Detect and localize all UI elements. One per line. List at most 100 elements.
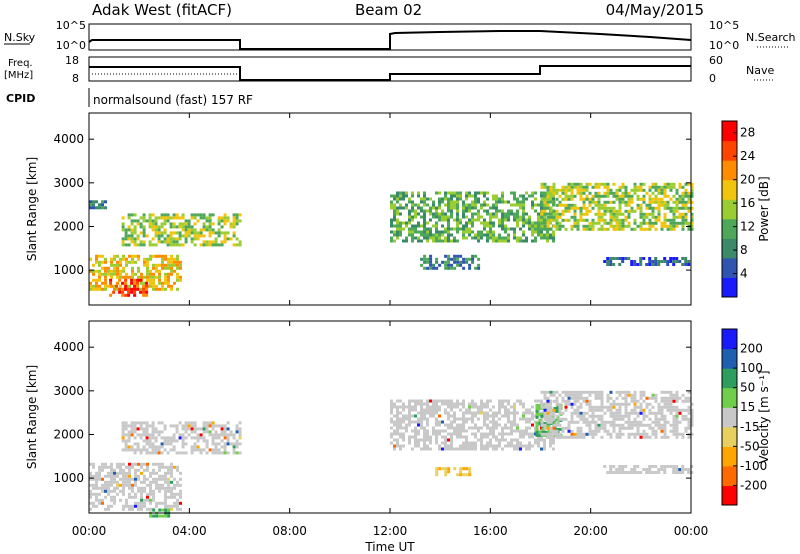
velocity-echo-cell bbox=[507, 444, 510, 448]
velocity-echo-cell bbox=[438, 444, 441, 448]
power-echo-cell bbox=[552, 230, 555, 234]
power-echo-cell bbox=[112, 290, 116, 294]
velocity-echo-cell bbox=[588, 423, 592, 427]
velocity-echo-cell bbox=[417, 444, 420, 448]
power-echo-cell bbox=[651, 224, 655, 228]
velocity-echo-cell bbox=[666, 435, 670, 439]
power-echo-cell bbox=[618, 209, 622, 213]
velocity-echo-cell bbox=[238, 430, 242, 434]
power-echo-cell bbox=[196, 213, 200, 217]
power-echo-cell bbox=[423, 266, 427, 270]
velocity-echo-cell bbox=[101, 489, 104, 493]
power-echo-cell bbox=[678, 182, 682, 186]
power-echo-cell bbox=[552, 215, 556, 219]
velocity-echo-cell bbox=[435, 473, 439, 477]
velocity-echo-cell bbox=[92, 474, 95, 478]
velocity-echo-cell bbox=[501, 435, 504, 439]
velocity-echo-cell bbox=[519, 447, 522, 451]
velocity-echo-cell bbox=[543, 390, 547, 394]
velocity-echo-cell bbox=[175, 439, 179, 443]
velocity-echo-cell bbox=[618, 408, 622, 412]
power-echo-cell bbox=[450, 194, 453, 198]
velocity-echo-cell bbox=[152, 471, 155, 475]
power-echo-cell bbox=[462, 260, 466, 264]
power-echo-cell bbox=[125, 275, 128, 279]
power-echo-cell bbox=[621, 182, 625, 186]
x-axis-label: Time UT bbox=[364, 540, 415, 554]
velocity-echo-cell bbox=[92, 462, 95, 466]
velocity-echo-cell bbox=[420, 417, 423, 421]
velocity-echo-cell bbox=[585, 423, 589, 427]
power-echo-cell bbox=[657, 206, 661, 210]
power-echo-cell bbox=[675, 197, 679, 201]
velocity-echo-cell bbox=[176, 507, 179, 511]
velocity-echo-cell bbox=[166, 439, 170, 443]
power-echo-cell bbox=[477, 209, 480, 213]
power-echo-cell bbox=[672, 227, 676, 231]
velocity-echo-cell bbox=[603, 426, 607, 430]
velocity-echo-cell bbox=[223, 451, 227, 455]
velocity-echo-cell bbox=[678, 420, 682, 424]
power-echo-cell bbox=[501, 191, 504, 195]
power-echo-cell bbox=[149, 254, 152, 258]
power-echo-cell bbox=[579, 206, 583, 210]
power-echo-cell bbox=[161, 257, 164, 261]
velocity-echo-cell bbox=[501, 432, 504, 436]
power-echo-cell bbox=[567, 185, 571, 189]
power-echo-cell bbox=[217, 243, 221, 247]
velocity-echo-cell bbox=[172, 433, 176, 437]
power-echo-cell bbox=[178, 243, 182, 247]
power-echo-cell bbox=[594, 203, 598, 207]
power-echo-cell bbox=[486, 212, 489, 216]
velocity-echo-cell bbox=[423, 447, 426, 451]
power-echo-cell bbox=[423, 218, 426, 222]
power-echo-cell bbox=[666, 203, 670, 207]
velocity-echo-cell bbox=[609, 468, 613, 471]
power-echo-cell bbox=[471, 200, 474, 204]
power-echo-cell bbox=[184, 231, 188, 235]
power-echo-cell bbox=[675, 260, 679, 263]
velocity-echo-cell bbox=[462, 411, 465, 415]
power-echo-cell bbox=[462, 200, 465, 204]
velocity-echo-cell bbox=[95, 480, 98, 484]
power-echo-cell bbox=[582, 224, 586, 228]
velocity-echo-cell bbox=[498, 408, 501, 412]
power-echo-cell bbox=[666, 194, 670, 198]
velocity-echo-cell bbox=[157, 430, 161, 434]
velocity-echo-cell bbox=[393, 447, 396, 451]
velocity-echo-cell bbox=[654, 414, 658, 418]
velocity-echo-cell bbox=[136, 448, 140, 452]
velocity-echo-cell bbox=[612, 420, 616, 424]
power-echo-cell bbox=[495, 206, 498, 210]
power-echo-cell bbox=[609, 212, 613, 216]
power-echo-cell bbox=[612, 191, 616, 195]
power-echo-cell bbox=[471, 194, 474, 198]
power-echo-cell bbox=[423, 200, 426, 204]
power-echo-cell bbox=[92, 278, 95, 282]
velocity-echo-cell bbox=[663, 396, 667, 400]
velocity-echo-cell bbox=[504, 423, 507, 427]
power-echo-cell bbox=[618, 194, 622, 198]
power-echo-cell bbox=[684, 215, 688, 219]
power-echo-cell bbox=[95, 281, 98, 285]
velocity-echo-cell bbox=[456, 399, 459, 403]
power-echo-cell bbox=[477, 215, 480, 219]
power-echo-cell bbox=[546, 215, 550, 219]
velocity-echo-cell bbox=[417, 417, 420, 421]
power-echo-cell bbox=[519, 215, 522, 219]
power-echo-cell bbox=[594, 182, 598, 186]
power-echo-cell bbox=[163, 237, 167, 241]
power-echo-cell bbox=[636, 194, 640, 198]
power-echo-cell bbox=[184, 237, 188, 241]
velocity-echo-cell bbox=[399, 444, 402, 448]
velocity-echo-cell bbox=[124, 433, 128, 437]
power-echo-cell bbox=[429, 266, 433, 270]
velocity-echo-cell bbox=[160, 451, 164, 455]
velocity-echo-cell bbox=[223, 427, 227, 431]
power-echo-cell bbox=[546, 194, 550, 198]
velocity-echo-cell bbox=[564, 435, 568, 439]
power-echo-cell bbox=[196, 231, 200, 235]
power-echo-cell bbox=[402, 221, 405, 225]
power-echo-cell bbox=[447, 221, 450, 225]
power-echo-cell bbox=[118, 287, 122, 291]
